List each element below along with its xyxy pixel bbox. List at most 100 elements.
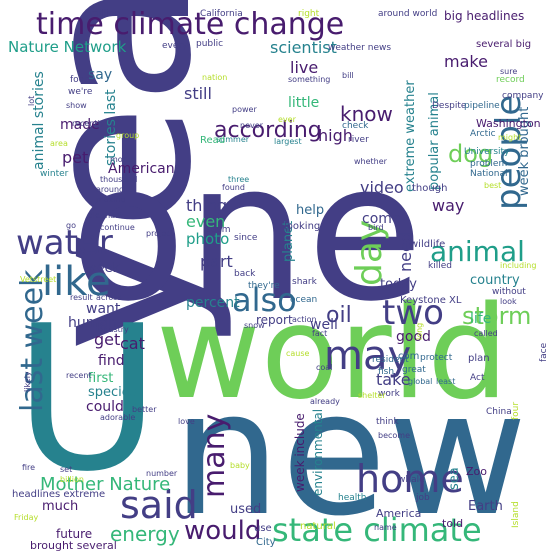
word-week-include: week include — [293, 413, 307, 492]
word-even: even — [186, 212, 226, 231]
word-likely: likely — [23, 371, 32, 392]
word-future: future — [56, 527, 93, 541]
word-one: one — [70, 122, 424, 343]
word-found: found — [222, 183, 245, 192]
word-look: look — [500, 297, 517, 306]
word-action: action — [292, 315, 317, 324]
word-week: week — [86, 261, 121, 276]
word-life: life — [470, 311, 492, 327]
word-already: already — [310, 397, 340, 406]
word-friday: Friday — [14, 513, 39, 522]
word-billion: billion — [60, 475, 84, 484]
word-first: first — [88, 371, 114, 386]
word-human: human — [68, 315, 117, 331]
word-cause: cause — [286, 349, 310, 358]
word-country: country — [470, 273, 520, 288]
word-video: video — [360, 178, 404, 197]
word-use: use — [254, 523, 272, 534]
word-nature-network: Nature Network — [8, 38, 127, 56]
word-three: three — [228, 175, 250, 184]
word-long: long — [415, 322, 424, 340]
word-better: better — [132, 405, 157, 414]
word-wildlife: wildlife — [410, 239, 446, 250]
word-made: made — [60, 117, 100, 133]
word-also: also — [232, 281, 297, 319]
word-arctic: Arctic — [470, 129, 496, 139]
word-china: China — [486, 407, 512, 417]
word-take: take — [376, 370, 411, 389]
word-river: river — [348, 135, 369, 145]
word-since: since — [234, 233, 258, 243]
word-natural: natural — [300, 521, 336, 532]
word-love: love — [178, 417, 195, 426]
word-animal: animal — [430, 235, 525, 268]
word-want: want — [86, 301, 121, 317]
word-percent: percent — [186, 295, 240, 311]
word-plan: plan — [468, 353, 490, 364]
word-get: get — [94, 330, 121, 349]
word-show: show — [66, 101, 87, 110]
word-health: health — [338, 493, 367, 503]
word-nation: nation — [202, 73, 228, 82]
word-used: used — [230, 502, 262, 517]
word-vetstreet: Vetstreet — [20, 275, 57, 284]
word-name: name — [374, 523, 397, 532]
word-right: right — [298, 9, 320, 19]
word-looking: looking — [284, 221, 321, 232]
word-elephant: elephant — [88, 211, 124, 220]
word-today: today — [380, 277, 417, 292]
word-fire: fire — [22, 463, 36, 472]
word-find: find — [98, 353, 125, 369]
word-around-world: around world — [378, 9, 438, 19]
word-seem: seem — [206, 225, 231, 235]
word-still: still — [184, 84, 212, 103]
word-go: go — [66, 221, 76, 230]
word-headlines-extreme: headlines extreme — [12, 489, 106, 500]
word-com: com — [398, 351, 420, 362]
word-new: new — [172, 353, 528, 554]
word-summer: summer — [216, 135, 250, 144]
word-water: water — [16, 223, 113, 263]
word-mother-nature: Mother Nature — [40, 474, 171, 495]
word-several-big: several big — [476, 39, 532, 50]
word-industry: industry — [96, 325, 129, 334]
word-said: said — [120, 483, 198, 527]
word-including: including — [500, 261, 537, 270]
word-know: know — [340, 102, 393, 126]
word-never: never — [240, 121, 263, 130]
word-face: face — [539, 342, 549, 362]
word-ocean: ocean — [290, 295, 318, 305]
word-sure: sure — [500, 67, 518, 76]
word-keystone-xl: Keystone XL — [400, 295, 462, 306]
word-high: high — [318, 126, 353, 145]
word-oil: oil — [326, 303, 352, 328]
word-every: every — [162, 41, 188, 51]
word-species: species — [88, 385, 137, 400]
word-group: group — [116, 131, 140, 140]
word-company: company — [502, 91, 544, 101]
word-though: though — [412, 183, 448, 194]
word-killed: killed — [428, 261, 452, 271]
word-baby: baby — [230, 461, 250, 470]
word-two: two — [382, 293, 444, 333]
word-coal: coal — [316, 363, 333, 372]
word-theyre: they're — [248, 281, 280, 291]
word-cat: cat — [120, 334, 145, 353]
word-least: least — [436, 377, 456, 386]
word-lot: lot — [27, 95, 36, 106]
word-bird: bird — [368, 223, 384, 232]
word-storm: storm — [462, 302, 532, 330]
word-great: great — [402, 365, 426, 375]
word-were: we're — [68, 87, 93, 97]
word-might: might — [498, 133, 522, 142]
word-four: four — [511, 401, 521, 420]
word-power: power — [232, 105, 257, 114]
word-help: help — [296, 203, 325, 218]
word-something: something — [288, 75, 331, 84]
word-despite: Despite — [432, 101, 467, 111]
word-making: making — [96, 195, 126, 204]
word-national: National — [470, 169, 508, 179]
word-way: way — [432, 196, 465, 215]
word-need: need — [396, 232, 415, 272]
